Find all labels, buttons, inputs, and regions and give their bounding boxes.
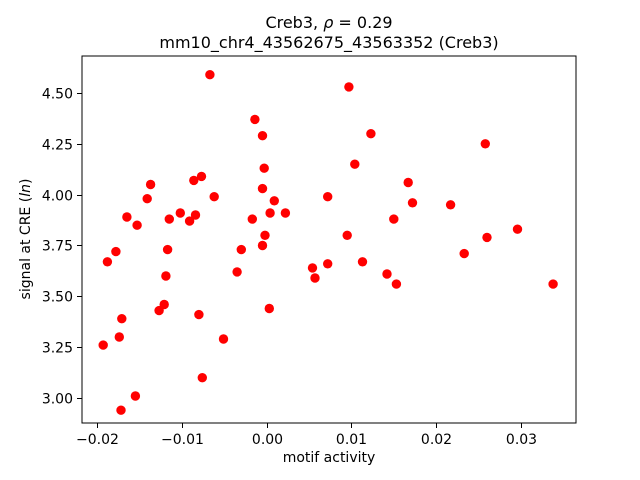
scatter-point <box>512 224 523 234</box>
x-tick-label: −0.01 <box>161 432 204 448</box>
scatter-point <box>548 279 558 289</box>
scatter-point <box>232 267 242 277</box>
scatter-point <box>190 210 201 220</box>
scatter-point <box>122 212 132 222</box>
scatter-point <box>344 82 354 92</box>
scatter-point <box>209 192 219 202</box>
scatter-point <box>265 208 275 218</box>
scatter-point <box>132 220 142 230</box>
scatter-point <box>280 208 291 218</box>
scatter-point <box>480 139 490 149</box>
scatter-point <box>350 159 360 169</box>
scatter-point <box>247 214 257 224</box>
scatter-point <box>257 131 268 141</box>
x-tick-label: 0.01 <box>336 432 367 448</box>
scatter-point <box>357 257 368 267</box>
scatter-point <box>159 299 169 310</box>
y-tick-label: 3.50 <box>42 290 73 306</box>
scatter-point <box>205 70 215 80</box>
scatter-point <box>260 230 270 240</box>
y-axis-label: signal at CRE (ln) <box>18 79 38 399</box>
y-tick-label: 3.75 <box>42 239 73 255</box>
x-tick-label: 0.03 <box>506 432 537 448</box>
x-axis-label: motif activity <box>282 450 376 466</box>
scatter-point <box>389 214 399 224</box>
scatter-point <box>236 244 246 255</box>
y-tick-label: 3.25 <box>42 341 73 357</box>
scatter-point <box>189 175 199 186</box>
scatter-point <box>391 279 402 289</box>
scatter-point <box>482 232 492 243</box>
plot-border <box>81 55 577 424</box>
scatter-point <box>196 171 207 182</box>
scatter-point <box>269 196 279 206</box>
scatter-point <box>114 332 125 342</box>
title-gene: Creb3, <box>265 13 324 32</box>
y-tick-label: 4.25 <box>42 138 73 154</box>
title-rho-symbol: ρ <box>323 13 334 32</box>
scatter-point <box>366 129 376 139</box>
y-tick-label: 3.00 <box>42 392 73 408</box>
scatter-point <box>164 214 174 224</box>
scatter-point <box>175 208 185 218</box>
x-tick-label: 0.02 <box>421 432 452 448</box>
scatter-point <box>257 183 268 194</box>
title-rho-value: = 0.29 <box>333 13 393 32</box>
scatter-point <box>403 177 413 188</box>
scatter-point <box>323 192 333 202</box>
scatter-point <box>310 273 320 283</box>
chart-title-line2: mm10_chr4_43562675_43563352 (Creb3) <box>159 33 499 52</box>
scatter-point <box>145 179 156 190</box>
scatter-point <box>194 309 204 320</box>
scatter-point <box>98 340 108 350</box>
chart-title: Creb3, ρ = 0.29 mm10_chr4_43562675_43563… <box>82 13 576 53</box>
scatter-point <box>117 314 127 324</box>
scatter-point <box>257 240 268 251</box>
scatter-point <box>162 244 173 255</box>
scatter-point <box>130 391 141 401</box>
scatter-point <box>407 198 418 208</box>
scatter-point <box>307 263 318 273</box>
scatter-point <box>102 257 113 267</box>
x-tick-label: 0.00 <box>252 432 283 448</box>
scatter-point <box>259 163 269 173</box>
scatter-point <box>197 373 207 383</box>
y-tick-label: 4.50 <box>42 87 73 103</box>
chart-title-line1: Creb3, ρ = 0.29 <box>82 13 576 33</box>
scatter-point <box>184 216 195 226</box>
scatter-point <box>342 230 352 240</box>
scatter-point <box>459 248 469 259</box>
y-axis-label-suffix: ) <box>18 178 34 185</box>
y-axis-label-prefix: signal at CRE ( <box>18 196 34 300</box>
scatter-point <box>323 259 333 269</box>
scatter-point <box>445 200 456 210</box>
scatter-point <box>116 405 126 415</box>
scatter-point <box>111 246 121 257</box>
scatter-point <box>250 114 260 125</box>
y-tick-label: 4.00 <box>42 189 73 205</box>
scatter-point <box>382 269 392 279</box>
scatter-point <box>161 271 171 281</box>
x-tick-label: −0.02 <box>76 432 119 448</box>
scatter-point <box>142 194 152 204</box>
scatter-point <box>264 303 274 314</box>
scatter-point <box>218 334 229 344</box>
y-axis-label-ln: ln <box>18 184 34 197</box>
